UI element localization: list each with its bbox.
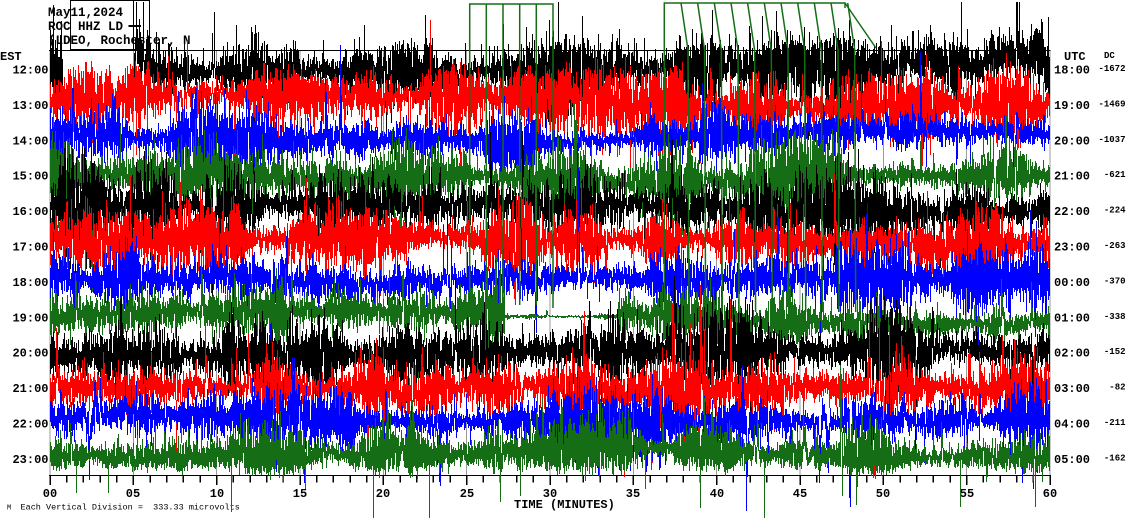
svg-text:00:00: 00:00 <box>1054 276 1090 290</box>
svg-text:05: 05 <box>126 487 140 501</box>
svg-text:21:00: 21:00 <box>1054 170 1090 184</box>
svg-text:20:00: 20:00 <box>1054 134 1090 148</box>
svg-text:23:00: 23:00 <box>12 453 48 467</box>
svg-text:TIME (MINUTES): TIME (MINUTES) <box>514 498 615 512</box>
svg-text:25: 25 <box>460 487 474 501</box>
svg-text:14:00: 14:00 <box>12 134 48 148</box>
svg-text:-152: -152 <box>1104 347 1126 357</box>
svg-text:DC: DC <box>1104 51 1115 61</box>
svg-text:45: 45 <box>793 487 807 501</box>
svg-text:12:00: 12:00 <box>12 64 48 78</box>
svg-text:60: 60 <box>1043 487 1057 501</box>
svg-text:(LDEO, Rochester, N: (LDEO, Rochester, N <box>48 34 191 48</box>
svg-text:55: 55 <box>960 487 974 501</box>
svg-text:15: 15 <box>293 487 307 501</box>
svg-text:15:00: 15:00 <box>12 170 48 184</box>
svg-text:20: 20 <box>376 487 390 501</box>
svg-text:21:00: 21:00 <box>12 382 48 396</box>
svg-text:05:00: 05:00 <box>1054 453 1090 467</box>
svg-text:-370: -370 <box>1104 276 1126 286</box>
svg-text:May11,2024: May11,2024 <box>48 6 124 20</box>
svg-text:UTC: UTC <box>1064 50 1086 64</box>
svg-text:16:00: 16:00 <box>12 205 48 219</box>
svg-text:M: M <box>7 505 11 513</box>
svg-text:40: 40 <box>710 487 724 501</box>
svg-text:35: 35 <box>626 487 640 501</box>
svg-text:17:00: 17:00 <box>12 241 48 255</box>
svg-text:50: 50 <box>876 487 890 501</box>
svg-text:-1469: -1469 <box>1098 99 1125 109</box>
svg-text:EST: EST <box>0 50 22 64</box>
svg-text:10: 10 <box>210 487 224 501</box>
svg-text:-1672: -1672 <box>1098 64 1125 74</box>
svg-text:-621: -621 <box>1104 170 1126 180</box>
svg-text:02:00: 02:00 <box>1054 347 1090 361</box>
svg-text:-224: -224 <box>1104 206 1126 216</box>
svg-text:-211: -211 <box>1104 418 1126 428</box>
svg-text:04:00: 04:00 <box>1054 418 1090 432</box>
svg-text:-1037: -1037 <box>1098 135 1125 145</box>
svg-text:18:00: 18:00 <box>1054 64 1090 78</box>
svg-text:19:00: 19:00 <box>12 311 48 325</box>
svg-text:18:00: 18:00 <box>12 276 48 290</box>
svg-text:30: 30 <box>543 487 557 501</box>
svg-text:20:00: 20:00 <box>12 347 48 361</box>
svg-text:Each Vertical Division = 333.: Each Vertical Division = 333.33 microvol… <box>21 503 240 513</box>
svg-text:19:00: 19:00 <box>1054 99 1090 113</box>
svg-text:00: 00 <box>43 487 57 501</box>
svg-text:03:00: 03:00 <box>1054 382 1090 396</box>
svg-text:23:00: 23:00 <box>1054 241 1090 255</box>
svg-text:22:00: 22:00 <box>1054 205 1090 219</box>
svg-text:-82: -82 <box>1109 383 1125 393</box>
svg-text:-263: -263 <box>1104 241 1126 251</box>
svg-text:-162: -162 <box>1104 453 1126 463</box>
svg-text:22:00: 22:00 <box>12 418 48 432</box>
svg-text:01:00: 01:00 <box>1054 311 1090 325</box>
svg-text:13:00: 13:00 <box>12 99 48 113</box>
svg-text:-338: -338 <box>1104 312 1126 322</box>
svg-text:ROC HHZ LD: ROC HHZ LD <box>48 20 124 34</box>
